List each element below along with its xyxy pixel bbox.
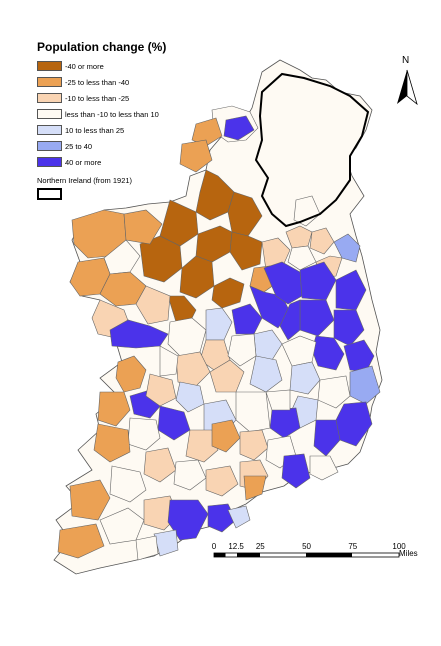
legend-label: -10 to less than -25 [65, 93, 130, 103]
legend-item: -10 to less than -25 [37, 92, 129, 104]
legend-label: less than -10 to less than 10 [65, 109, 159, 119]
legend-swatch [37, 61, 62, 71]
scale-unit: Miles [399, 549, 418, 558]
legend-ni-swatch [37, 188, 62, 200]
scale-tick-label: 100 [392, 542, 406, 551]
legend-item: 40 or more [37, 156, 101, 168]
legend-swatch [37, 77, 62, 87]
region-northern-ireland [255, 73, 369, 279]
legend-ni-label: Northern Ireland (from 1921) [37, 176, 133, 185]
legend-title: Population change (%) [37, 40, 167, 54]
region-north-west [139, 105, 291, 323]
region-midlands [145, 285, 291, 413]
legend-item: less than -10 to less than 10 [37, 108, 159, 120]
north-label: N [402, 55, 410, 66]
north-arrow-icon [397, 69, 418, 106]
legend-swatch [37, 157, 62, 167]
legend-label: 25 to 40 [65, 141, 93, 151]
legend-item: 25 to 40 [37, 140, 92, 152]
legend-label: 10 to less than 25 [65, 125, 125, 135]
legend-item: -40 or more [37, 60, 104, 72]
scale-tick-label: 12.5 [228, 542, 244, 551]
legend-swatch [37, 125, 62, 135]
scale-tick-label: 25 [255, 542, 265, 551]
legend-swatch [37, 93, 62, 103]
scale-tick-label: 75 [348, 542, 358, 551]
region-west [69, 209, 171, 427]
legend-label: -40 or more [65, 61, 104, 71]
ni-border [254, 72, 370, 228]
region-east [263, 261, 381, 457]
legend-item: -25 to less than -40 [37, 76, 129, 88]
legend-swatch [37, 109, 62, 119]
legend-label: -25 to less than -40 [65, 77, 130, 87]
scale-tick-label: 50 [302, 542, 311, 551]
scale-tick-label: 0 [211, 542, 217, 551]
scale-bar [213, 552, 400, 558]
region-south [57, 391, 339, 561]
legend-label: 40 or more [65, 157, 102, 167]
legend-item: 10 to less than 25 [37, 124, 124, 136]
legend-swatch [37, 141, 62, 151]
